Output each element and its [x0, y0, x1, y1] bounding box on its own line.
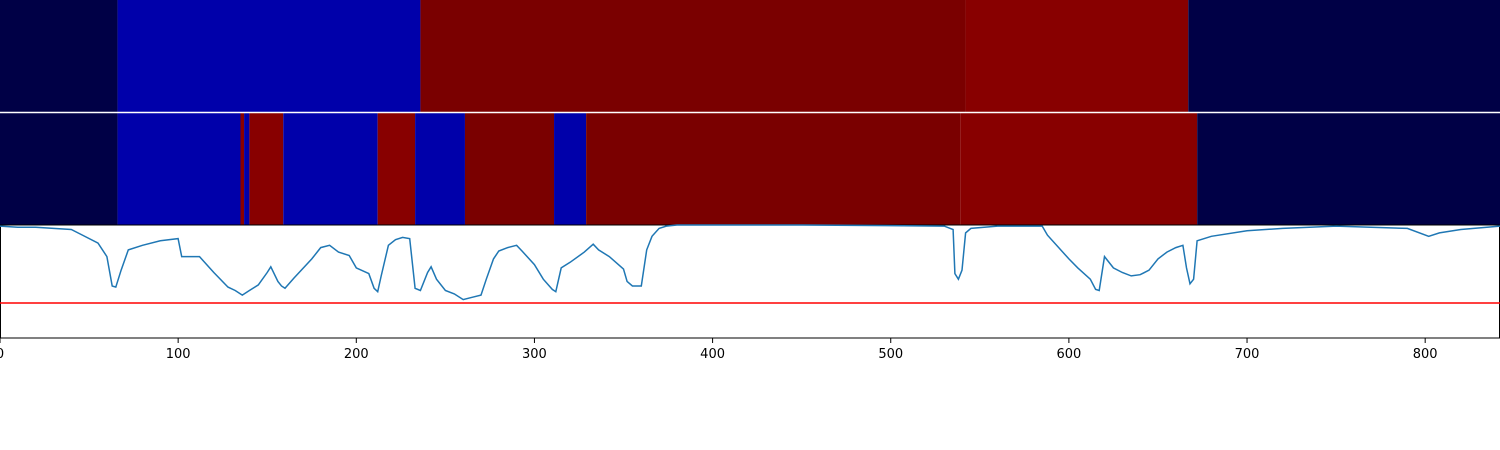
x-tick-label-600: 600	[1056, 347, 1081, 362]
track-1-segment-0	[0, 113, 118, 225]
track-1-segment-10	[586, 113, 961, 225]
x-tick-label-500: 500	[878, 347, 903, 362]
track-1-segment-6	[377, 113, 416, 225]
track-1-segment-2	[240, 113, 245, 225]
track-0-segment-3	[965, 0, 1189, 112]
x-tick-label-300: 300	[522, 347, 547, 362]
x-tick-label-0: 0	[0, 347, 4, 362]
x-tick-label-200: 200	[344, 347, 369, 362]
track-0-segment-4	[1188, 0, 1500, 112]
line-panel	[0, 224, 1500, 339]
segment-track-top	[0, 0, 1500, 112]
x-axis: 0 100 200 300 400 500 600 700 800	[0, 338, 1438, 362]
track-0-segment-0	[0, 0, 118, 112]
track-1-segment-1	[117, 113, 241, 225]
segment-track-middle	[0, 113, 1500, 225]
track-1-segment-9	[554, 113, 587, 225]
x-tick-label-700: 700	[1235, 347, 1260, 362]
x-tick-label-800: 800	[1413, 347, 1438, 362]
x-tick-label-100: 100	[166, 347, 191, 362]
track-1-segment-3	[244, 113, 250, 225]
line-panel-frame	[0, 224, 1500, 339]
x-tick-label-400: 400	[700, 347, 725, 362]
track-1-segment-5	[283, 113, 378, 225]
track-1-segment-8	[464, 113, 555, 225]
track-0-segment-2	[420, 0, 966, 112]
track-1-segment-12	[1197, 113, 1500, 225]
series-line	[0, 224, 1500, 301]
track-0-segment-1	[117, 0, 421, 112]
track-1-segment-7	[415, 113, 465, 225]
track-1-segment-11	[960, 113, 1198, 225]
track-1-segment-4	[249, 113, 284, 225]
